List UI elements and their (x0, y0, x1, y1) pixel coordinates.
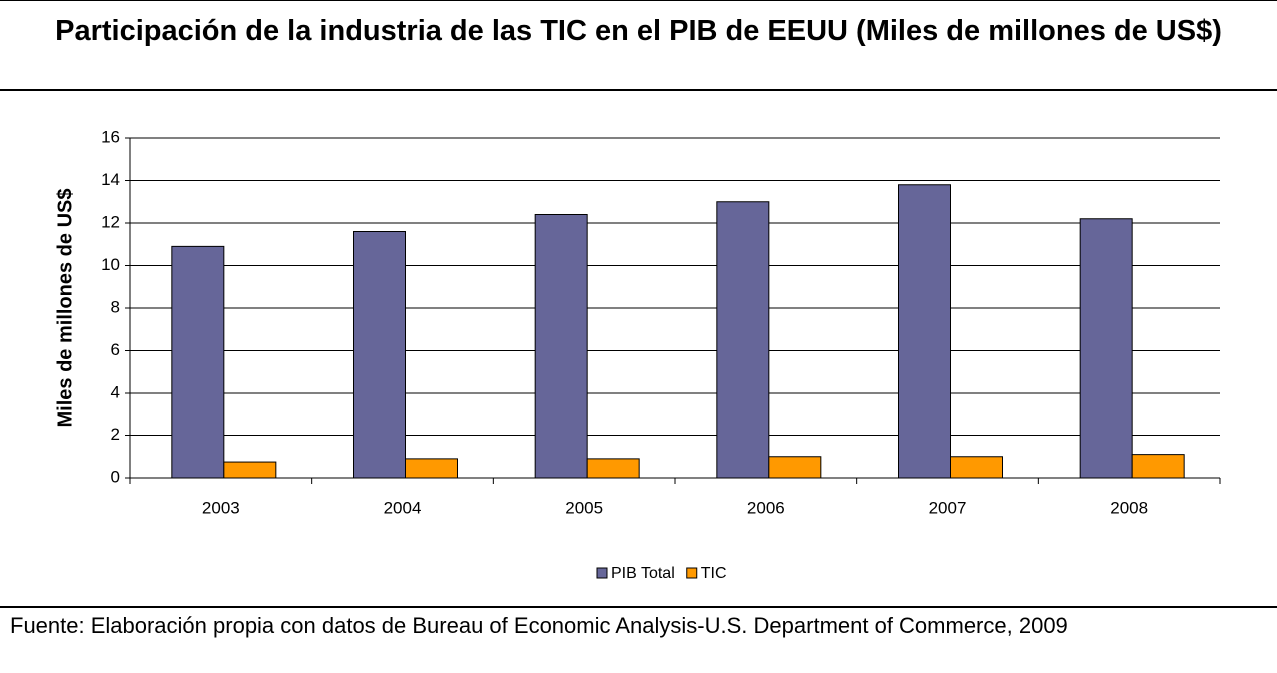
legend-swatch (596, 567, 608, 579)
y-tick-label: 14 (101, 170, 120, 189)
y-tick-label: 0 (111, 467, 120, 486)
chart: Miles de millones de US$ 0 2 4 6 8 10 12 14 16 20… (54, 127, 1221, 582)
x-tick-label: 2004 (384, 498, 422, 517)
x-tick-label: 2007 (929, 498, 967, 517)
bar (223, 461, 277, 479)
y-tick-label: 6 (111, 340, 120, 359)
bar (716, 201, 770, 479)
x-tick-label: 2005 (565, 498, 603, 517)
y-tick-label: 16 (101, 127, 120, 146)
x-tick-label: 2003 (202, 498, 240, 517)
y-tick-label: 10 (101, 255, 120, 274)
bar (898, 184, 951, 479)
bar (534, 214, 588, 479)
legend-label: PIB Total (611, 565, 675, 582)
x-tick-label: 2006 (747, 498, 785, 517)
bar (1079, 218, 1133, 479)
y-tick-label: 4 (111, 382, 120, 401)
legend-label: TIC (701, 565, 727, 582)
y-tick-label: 12 (101, 212, 120, 231)
bar (171, 245, 225, 479)
bar (1131, 454, 1185, 479)
chart-title: Participación de la industria de las TIC… (0, 0, 1277, 91)
y-tick-label: 8 (111, 297, 120, 316)
source-note: Fuente: Elaboración propia con datos de … (0, 606, 1277, 639)
legend-swatch (686, 567, 698, 579)
bar (768, 456, 822, 479)
y-axis-label: Miles de millones de US$ (54, 189, 76, 428)
bar (405, 458, 458, 479)
bar (950, 456, 1003, 479)
y-tick-label: 2 (111, 425, 120, 444)
bar (586, 458, 640, 479)
bar (353, 231, 406, 479)
x-tick-label: 2008 (1110, 498, 1148, 517)
